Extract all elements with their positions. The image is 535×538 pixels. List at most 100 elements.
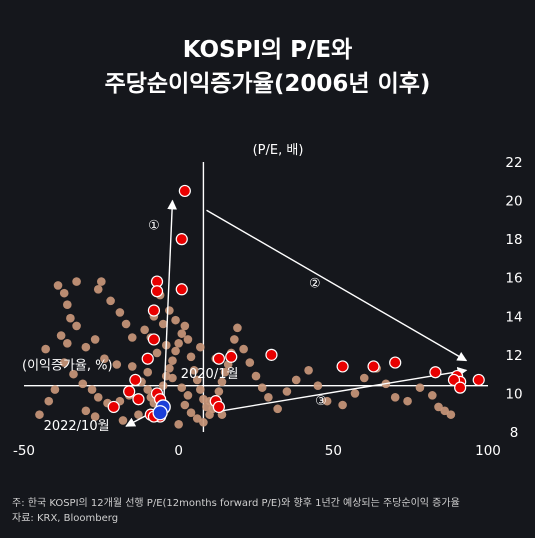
highlight-point xyxy=(389,356,402,369)
history-point xyxy=(100,354,109,364)
highlight-point xyxy=(147,304,161,317)
highlight-point xyxy=(472,373,485,387)
highlight-point xyxy=(175,233,188,246)
highlight-point xyxy=(129,373,142,387)
history-point xyxy=(233,323,242,333)
history-point xyxy=(180,400,190,410)
history-point xyxy=(81,342,91,352)
history-point xyxy=(282,387,292,396)
history-point xyxy=(112,360,122,369)
history-point xyxy=(59,358,69,367)
history-point xyxy=(192,375,202,385)
trend-arrow xyxy=(206,209,468,362)
history-point xyxy=(69,369,78,379)
history-point xyxy=(257,383,267,392)
history-point xyxy=(177,383,187,392)
y-tick-label: 20 xyxy=(505,194,522,210)
history-point xyxy=(127,333,137,342)
history-point xyxy=(93,392,103,402)
history-point xyxy=(127,362,137,371)
x-tick-label: 0 xyxy=(174,443,183,459)
history-point xyxy=(168,356,177,365)
history-point xyxy=(177,329,187,338)
history-point xyxy=(304,365,313,375)
highlight-points-layer xyxy=(107,184,485,423)
history-point xyxy=(63,300,72,310)
history-point xyxy=(115,308,125,317)
history-point xyxy=(446,410,456,419)
history-point xyxy=(66,313,75,323)
highlight-point xyxy=(178,184,191,198)
source-note: 자료: KRX, Bloomberg xyxy=(12,513,119,524)
history-point xyxy=(186,352,196,362)
history-point xyxy=(118,416,128,425)
y-tick-label: 18 xyxy=(505,232,522,248)
history-point xyxy=(41,344,50,354)
y-tick-label: 10 xyxy=(505,386,522,402)
history-point xyxy=(273,404,282,414)
history-point xyxy=(217,377,227,387)
history-point xyxy=(403,396,412,406)
history-point xyxy=(415,383,425,392)
history-point xyxy=(239,344,248,354)
highlight-point xyxy=(132,393,145,406)
y-tick-label: 12 xyxy=(505,348,522,364)
history-point xyxy=(72,277,81,286)
history-point xyxy=(186,408,196,418)
highlight-point xyxy=(225,350,238,363)
chart-title-line1: KOSPI의 P/E와 xyxy=(182,37,353,63)
history-point xyxy=(165,364,174,373)
arrows-layer xyxy=(125,199,468,427)
history-point xyxy=(106,296,115,306)
history-point xyxy=(183,335,193,344)
history-point xyxy=(97,277,106,286)
x-tick-label: -50 xyxy=(13,443,35,459)
history-point xyxy=(143,385,153,394)
highlight-point xyxy=(150,285,164,298)
history-point xyxy=(56,331,66,340)
text-layer: -50 0 50 100 22 20 18 16 14 12 10 8 (이익증가율, %) (P/E, … xyxy=(13,143,523,459)
highlight-point xyxy=(147,333,161,346)
history-point xyxy=(44,396,54,406)
history-points-layer xyxy=(35,277,456,429)
history-point xyxy=(63,338,72,348)
history-point xyxy=(90,335,100,344)
highlight-point xyxy=(429,366,442,379)
latest-point xyxy=(152,405,168,421)
history-point xyxy=(291,375,301,385)
highlight-point xyxy=(107,400,120,414)
history-point xyxy=(168,373,177,383)
history-point xyxy=(251,371,261,381)
history-point xyxy=(264,392,273,402)
history-point xyxy=(440,406,449,416)
history-point xyxy=(158,381,168,391)
history-point xyxy=(359,373,369,383)
history-point xyxy=(53,281,63,290)
y-tick-label: 16 xyxy=(505,271,522,287)
history-point xyxy=(313,381,323,391)
x-tick-label: 100 xyxy=(475,443,501,459)
history-point xyxy=(183,391,193,400)
x-tick-label: 50 xyxy=(325,443,342,459)
history-point xyxy=(72,321,81,331)
history-point xyxy=(140,325,149,335)
highlight-point xyxy=(454,381,467,394)
history-point xyxy=(196,385,205,394)
highlight-point xyxy=(367,360,380,373)
history-point xyxy=(180,321,190,331)
history-point xyxy=(322,396,332,406)
footnote: 주: 한국 KOSPI의 12개월 선행 P/E(12months forwar… xyxy=(12,498,460,509)
history-point xyxy=(338,400,347,410)
history-point xyxy=(59,288,69,298)
history-point xyxy=(87,385,97,394)
highlight-point xyxy=(123,385,136,398)
annotation-label: ② xyxy=(309,276,321,291)
highlight-point xyxy=(175,283,188,296)
history-point xyxy=(192,414,202,423)
history-point xyxy=(50,385,60,394)
history-point xyxy=(350,389,360,398)
history-point xyxy=(428,391,437,400)
y-tick-label: 14 xyxy=(505,309,522,325)
history-point xyxy=(78,379,88,389)
